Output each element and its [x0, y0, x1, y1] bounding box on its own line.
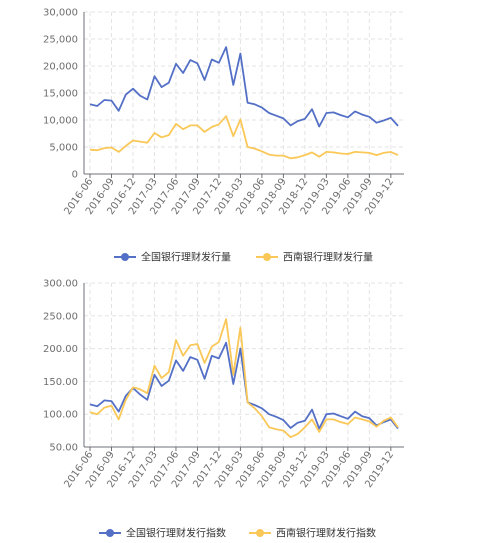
series-line-southwest [89, 318, 399, 439]
issuance-volume-chart: 05,00010,00015,00020,00025,00030,0002016… [43, 8, 404, 264]
legend-marker-icon [106, 529, 114, 537]
y-tick-label: 15,000 [43, 89, 78, 100]
legend-marker-icon [121, 253, 129, 261]
y-tick-label: 100.00 [43, 410, 78, 421]
issuance-index-chart: 50.00100.00150.00200.00250.00300.002016-… [43, 279, 404, 540]
y-tick-label: 250.00 [43, 311, 78, 322]
legend-marker-icon [263, 253, 271, 261]
y-tick-label: 25,000 [43, 35, 78, 46]
legend-label: 全国银行理财发行量 [141, 251, 231, 264]
legend-label: 西南银行理财发行量 [283, 251, 373, 264]
series-line-southwest [89, 115, 399, 160]
y-tick-label: 10,000 [43, 116, 78, 127]
legend-label: 西南银行理财发行指数 [276, 527, 376, 540]
y-tick-label: 300.00 [43, 279, 78, 290]
y-tick-label: 5,000 [49, 143, 78, 154]
series-line-national [89, 46, 399, 128]
y-tick-label: 150.00 [43, 377, 78, 388]
legend-label: 全国银行理财发行指数 [126, 527, 226, 540]
y-tick-label: 200.00 [43, 344, 78, 355]
legend-marker-icon [256, 529, 264, 537]
y-tick-label: 20,000 [43, 62, 78, 73]
y-tick-label: 0 [72, 170, 78, 181]
y-tick-label: 30,000 [43, 8, 78, 19]
y-tick-label: 50.00 [49, 443, 78, 454]
series-line-national [89, 341, 399, 430]
